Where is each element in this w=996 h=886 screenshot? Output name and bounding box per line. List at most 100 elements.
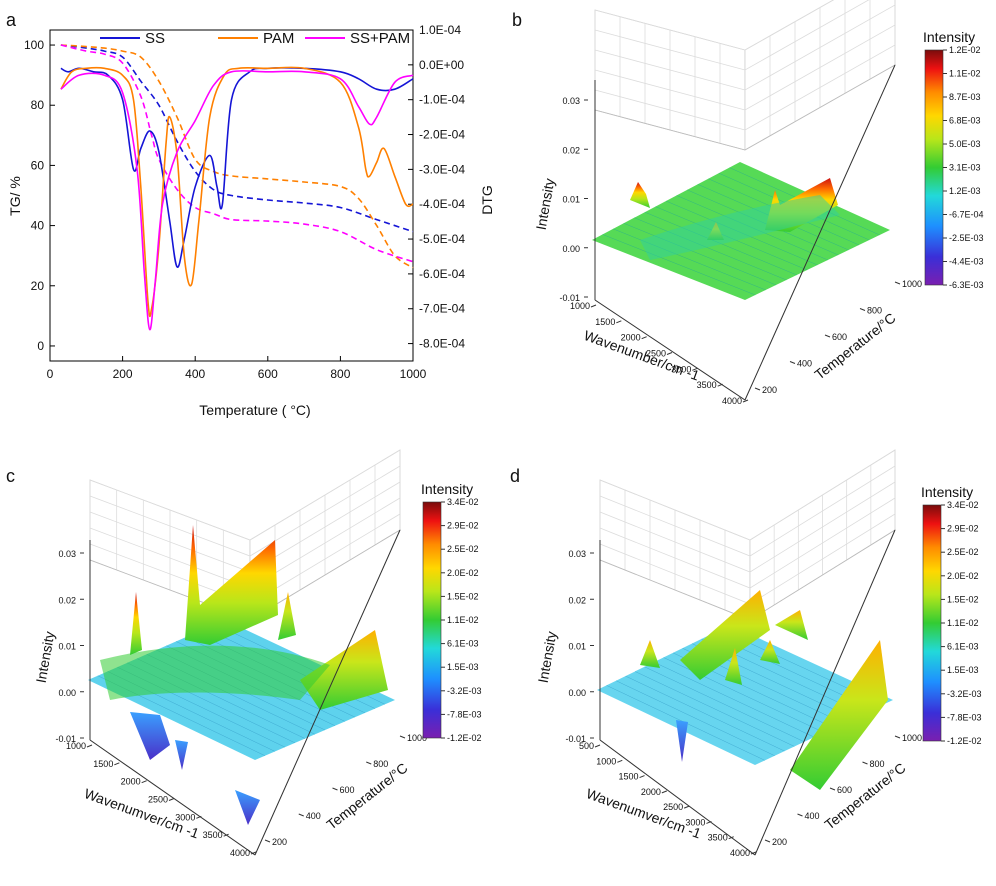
colorbar-tick-label: 3.4E-02 bbox=[447, 497, 479, 507]
z-tick-label: 0.02 bbox=[58, 595, 76, 605]
y-right-tick-label: -5.0E-04 bbox=[419, 232, 465, 246]
surface-peak bbox=[130, 592, 142, 655]
y-right-tick-label: -6.0E-04 bbox=[419, 267, 465, 281]
colorbar-tick-label: -1.2E-02 bbox=[447, 733, 482, 743]
dtg-line-ss bbox=[60, 67, 414, 268]
legend-label: PAM bbox=[263, 30, 294, 47]
colorbar bbox=[924, 49, 944, 286]
panel-c: c 1000 1500 2000 2500 3000 3500 4000 200 400 600 8… bbox=[6, 449, 482, 858]
z-axis-title: Intensity bbox=[533, 177, 558, 231]
panel-b: b 1000 1500 2000 2500 3000 3500 4000 200 400 600 8… bbox=[512, 0, 984, 406]
surface-peak bbox=[630, 182, 650, 208]
legend-label: SS+PAM bbox=[350, 30, 410, 47]
x-tick-label: 1000 bbox=[570, 301, 590, 311]
tg-line-ss bbox=[60, 44, 414, 233]
y-tick-label: 200 bbox=[272, 837, 287, 847]
x-axis-line bbox=[594, 299, 746, 401]
tg-line-pam bbox=[60, 44, 414, 269]
x-tick-label: 2500 bbox=[646, 349, 666, 359]
x-tick-label: 2000 bbox=[121, 777, 141, 787]
y-tick-mark bbox=[797, 813, 803, 817]
x-tick-mark bbox=[250, 851, 257, 855]
x-tick-label: 2500 bbox=[663, 802, 683, 812]
x-tick-label: 3500 bbox=[708, 833, 728, 843]
x-tick-label: 4000 bbox=[730, 848, 750, 858]
y-tick-label: 400 bbox=[797, 359, 812, 369]
colorbar-tick-label: -3.2E-03 bbox=[947, 689, 982, 699]
x-tick-label: 1000 bbox=[400, 367, 427, 381]
colorbar-tick-label: 6.8E-03 bbox=[949, 116, 981, 126]
surface-peak bbox=[725, 648, 742, 685]
x-axis-title: Wavenumber/cm -1 bbox=[582, 327, 702, 384]
surface-peak bbox=[300, 630, 388, 710]
y-tick-mark bbox=[894, 281, 901, 285]
colorbar-tick-label: 3.4E-02 bbox=[947, 500, 979, 510]
x-tick-mark bbox=[594, 744, 601, 748]
surface-peak bbox=[775, 610, 808, 640]
y-tick-label: 800 bbox=[870, 759, 885, 769]
z-tick-label: -0.01 bbox=[559, 293, 580, 303]
x-tick-mark bbox=[661, 790, 668, 794]
y-tick-label: 200 bbox=[762, 385, 777, 395]
surface-peak bbox=[185, 525, 278, 645]
colorbar-tick-label: 1.5E-02 bbox=[447, 591, 479, 601]
colorbar-tick-label: 2.0E-02 bbox=[447, 568, 479, 578]
x-tick-label: 600 bbox=[258, 367, 278, 381]
x-tick-label: 2000 bbox=[641, 787, 661, 797]
y-tick-mark bbox=[894, 735, 901, 739]
colorbar-tick-label: 2.9E-02 bbox=[447, 521, 479, 531]
y-tick-label: 600 bbox=[837, 785, 852, 795]
colorbar-title: Intensity bbox=[421, 481, 473, 497]
surface-peak bbox=[235, 790, 260, 825]
y-tick-mark bbox=[829, 787, 836, 791]
surface-peak bbox=[130, 712, 170, 760]
y-left-tick-label: 80 bbox=[31, 98, 45, 112]
x-tick-mark bbox=[639, 775, 645, 779]
y-tick-mark bbox=[399, 735, 406, 739]
x-axis-line bbox=[89, 739, 256, 856]
colorbar-tick-label: 1.2E-03 bbox=[949, 186, 981, 196]
x-tick-mark bbox=[692, 367, 698, 371]
y-tick-label: 1000 bbox=[902, 279, 922, 289]
x-tick-mark bbox=[750, 851, 757, 855]
panel-label-a: a bbox=[6, 10, 17, 30]
surface-peak bbox=[760, 640, 780, 664]
z-tick-label: 0.02 bbox=[568, 595, 586, 605]
y-right-tick-label: -3.0E-04 bbox=[419, 162, 465, 176]
y-tick-label: 600 bbox=[832, 332, 847, 342]
colorbar-tick-label: 6.1E-03 bbox=[447, 639, 479, 649]
y-axis-left-ticks: 0 20 40 60 80 100 bbox=[24, 38, 55, 353]
z-tick-label: 0.01 bbox=[58, 642, 76, 652]
panel-label-b: b bbox=[512, 10, 522, 30]
z-tick-label: -0.01 bbox=[55, 734, 76, 744]
colorbar-tick-label: 1.5E-03 bbox=[447, 662, 479, 672]
colorbar-tick-label: -4.4E-03 bbox=[949, 257, 984, 267]
z-tick-label: -0.01 bbox=[565, 734, 586, 744]
y-left-tick-label: 100 bbox=[24, 38, 44, 52]
x-tick-label: 4000 bbox=[722, 396, 742, 406]
y-tick-label: 800 bbox=[867, 306, 882, 316]
y-tick-mark bbox=[764, 839, 771, 843]
colorbar-tick-label: -7.8E-03 bbox=[947, 712, 982, 722]
x-tick-mark bbox=[141, 780, 147, 784]
surface-ridge bbox=[634, 217, 787, 281]
y-tick-label: 1000 bbox=[407, 733, 427, 743]
y-tick-label: 600 bbox=[340, 785, 355, 795]
x-tick-label: 3000 bbox=[671, 364, 691, 374]
series-group bbox=[60, 44, 414, 331]
x-tick-label: 3000 bbox=[175, 812, 195, 822]
x-tick-label: 4000 bbox=[230, 848, 250, 858]
y-axis-right-ticks: 1.0E-04 0.0E+00 -1.0E-04 -2.0E-04 -3.0E-04 -4… bbox=[408, 23, 465, 351]
colorbar-tick-label: 2.9E-02 bbox=[947, 524, 979, 534]
z-tick-label: 0.00 bbox=[568, 688, 586, 698]
colorbar-tick-label: 8.7E-03 bbox=[949, 92, 981, 102]
z-tick-label: 0.01 bbox=[562, 195, 580, 205]
colorbar-tick-label: 2.0E-02 bbox=[947, 571, 979, 581]
x-tick-label: 1500 bbox=[619, 772, 639, 782]
x-tick-label: 2500 bbox=[148, 795, 168, 805]
x-tick-mark bbox=[617, 759, 623, 763]
x-tick-label: 3500 bbox=[697, 380, 717, 390]
colorbar-tick-label: -1.2E-02 bbox=[947, 736, 982, 746]
colorbar-tick-label: 1.1E-02 bbox=[947, 618, 979, 628]
y-left-tick-label: 40 bbox=[31, 219, 45, 233]
